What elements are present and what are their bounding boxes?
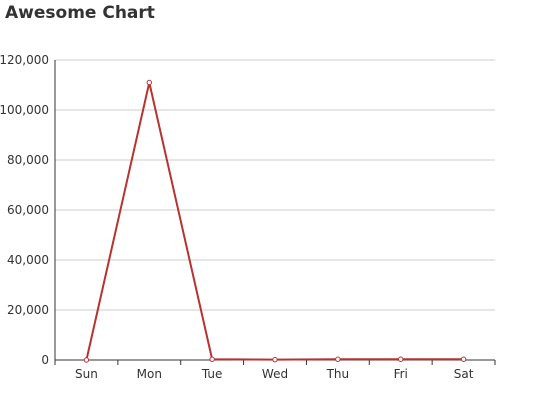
y-tick-label: 40,000 bbox=[7, 253, 49, 267]
x-tick-label: Fri bbox=[394, 367, 408, 381]
y-axis: 0 20,000 40,000 60,000 80,000 100,000 120,000 bbox=[0, 53, 56, 367]
chart-title: Awesome Chart bbox=[5, 3, 155, 23]
x-tick-label: Wed bbox=[262, 367, 288, 381]
x-tick-label: Sat bbox=[454, 367, 474, 381]
data-point[interactable] bbox=[209, 356, 215, 362]
x-tick-label: Mon bbox=[137, 367, 162, 381]
x-axis: Sun Mon Tue Wed Thu Fri Sat bbox=[54, 359, 496, 381]
x-tick-label: Thu bbox=[326, 367, 350, 381]
data-point[interactable] bbox=[272, 356, 278, 363]
data-point[interactable] bbox=[460, 356, 467, 362]
y-tick-label: 120,000 bbox=[0, 53, 49, 67]
x-tick-label: Tue bbox=[201, 367, 223, 381]
data-point[interactable] bbox=[335, 356, 341, 362]
x-tick-label: Sun bbox=[75, 367, 98, 381]
y-tick-label: 60,000 bbox=[7, 203, 49, 217]
series-line-group bbox=[85, 82, 464, 361]
data-point[interactable] bbox=[83, 357, 90, 363]
gridlines bbox=[55, 59, 495, 311]
data-point[interactable] bbox=[398, 356, 404, 362]
y-tick-label: 80,000 bbox=[7, 153, 49, 167]
data-points bbox=[83, 79, 467, 363]
series-line bbox=[85, 82, 464, 361]
data-point[interactable] bbox=[146, 79, 152, 86]
y-tick-label: 100,000 bbox=[0, 103, 49, 117]
y-tick-label: 0 bbox=[41, 353, 49, 367]
y-tick-label: 20,000 bbox=[7, 303, 49, 317]
